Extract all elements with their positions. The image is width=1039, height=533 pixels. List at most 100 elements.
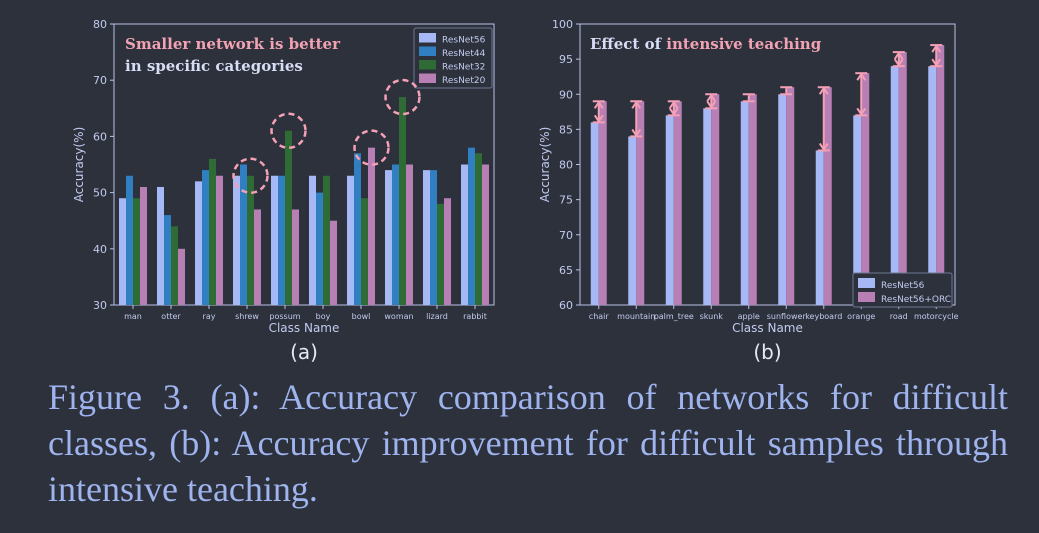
title-part-1: Effect of: [590, 35, 666, 53]
legend-swatch: [858, 292, 875, 302]
bar: [392, 164, 399, 305]
y-tick-label: 50: [93, 187, 107, 200]
x-tick-label: mountain: [617, 312, 655, 321]
charts-canvas: 30 40 50 60 70 80 man otter ray shrew possum boy bow…: [72, 18, 959, 364]
bar: [119, 198, 126, 305]
bar: [399, 97, 406, 305]
arrow-head-down: [893, 58, 904, 67]
chart-panel-a: 30 40 50 60 70 80 man otter ray shrew possum boy bow…: [72, 18, 495, 364]
bar: [406, 164, 413, 305]
bar: [673, 101, 682, 306]
legend-label: ResNet56+ORC: [881, 295, 951, 305]
arrow-head-up: [593, 100, 604, 109]
bar: [171, 226, 178, 305]
bar: [278, 175, 285, 305]
bar: [598, 101, 607, 306]
highlight-circle: [353, 129, 390, 166]
bar: [853, 115, 862, 305]
bar: [164, 215, 171, 305]
bar: [178, 248, 185, 305]
x-tick-label: man: [124, 312, 142, 321]
bar: [133, 198, 140, 305]
legend-box: [413, 27, 493, 89]
bar: [430, 170, 437, 305]
x-tick-label: road: [890, 312, 908, 321]
bar: [778, 94, 787, 305]
bar: [468, 147, 475, 305]
bar: [740, 101, 749, 306]
bar: [703, 108, 712, 305]
legend-label: ResNet56: [442, 36, 486, 46]
x-tick-label: bowl: [352, 312, 371, 321]
bar: [786, 87, 795, 305]
x-tick-label: apple: [738, 312, 760, 321]
annotation-line-1: Smaller network is better: [125, 35, 341, 53]
x-tick-label: boy: [316, 312, 331, 321]
bar: [271, 175, 278, 305]
y-tick-label: 90: [559, 88, 573, 101]
legend-swatch: [419, 60, 436, 70]
arrow-head-up: [631, 100, 642, 109]
bar: [461, 164, 468, 305]
highlight-circle: [270, 112, 307, 150]
highlight-circle: [232, 157, 269, 194]
bar: [928, 66, 937, 306]
chart-title-b: Effect of intensive teaching: [590, 35, 822, 53]
bar: [890, 66, 899, 306]
bar: [385, 170, 392, 305]
bar: [240, 164, 247, 305]
chart-panel-b: 60 65 70 75 80 85 90 95 100 chair mountainpalm_tre…: [538, 18, 959, 364]
y-tick-label: 60: [559, 299, 573, 312]
bar: [475, 153, 482, 305]
bar: [936, 45, 945, 305]
y-tick-label: 85: [559, 123, 573, 136]
annotation-line-2: in specific categories: [125, 57, 303, 75]
bar: [711, 94, 720, 305]
legend-label: ResNet44: [442, 49, 486, 59]
bar: [590, 122, 599, 305]
legend-label: ResNet32: [442, 63, 485, 73]
bar: [665, 115, 674, 305]
y-tick-label: 70: [93, 74, 107, 87]
bar: [354, 153, 361, 305]
bar: [636, 101, 645, 306]
bar: [209, 158, 216, 305]
bar: [898, 52, 907, 305]
x-tick-label: palm_tree: [654, 312, 694, 321]
bar: [437, 203, 444, 305]
arrow-head-up: [856, 72, 867, 81]
bar: [482, 164, 489, 305]
arrow-head-down: [931, 58, 942, 67]
arrow-head-down: [668, 107, 679, 117]
y-axis-label: Accuracy(%): [72, 127, 86, 203]
bar: [628, 136, 637, 305]
y-axis-label: Accuracy(%): [538, 127, 552, 203]
x-tick-label: otter: [161, 312, 181, 321]
bar: [195, 181, 202, 305]
x-tick-label: chair: [589, 312, 610, 321]
bar: [368, 147, 375, 305]
legend-swatch: [858, 278, 875, 288]
panel-label: (a): [290, 340, 318, 364]
bar: [233, 175, 240, 305]
y-tick-label: 65: [559, 264, 573, 277]
x-axis-label: Class Name: [269, 321, 340, 335]
arrow-head-up: [818, 86, 829, 95]
bar: [202, 170, 209, 305]
y-tick-label: 70: [559, 229, 573, 242]
panel-label: (b): [753, 340, 781, 364]
x-axis-label: Class Name: [732, 321, 803, 335]
bar: [361, 198, 368, 305]
arrow-head-down: [706, 100, 717, 110]
bar: [423, 170, 430, 305]
bar: [157, 186, 164, 305]
plot-frame-a: [113, 23, 495, 306]
bar: [292, 209, 299, 305]
legend-label: ResNet20: [442, 76, 486, 86]
y-tick-label: 100: [552, 18, 573, 31]
arrow-head-up: [931, 44, 942, 53]
arrow-head-down: [818, 142, 829, 152]
arrow-head-down: [631, 128, 642, 138]
legend-swatch: [419, 46, 436, 56]
